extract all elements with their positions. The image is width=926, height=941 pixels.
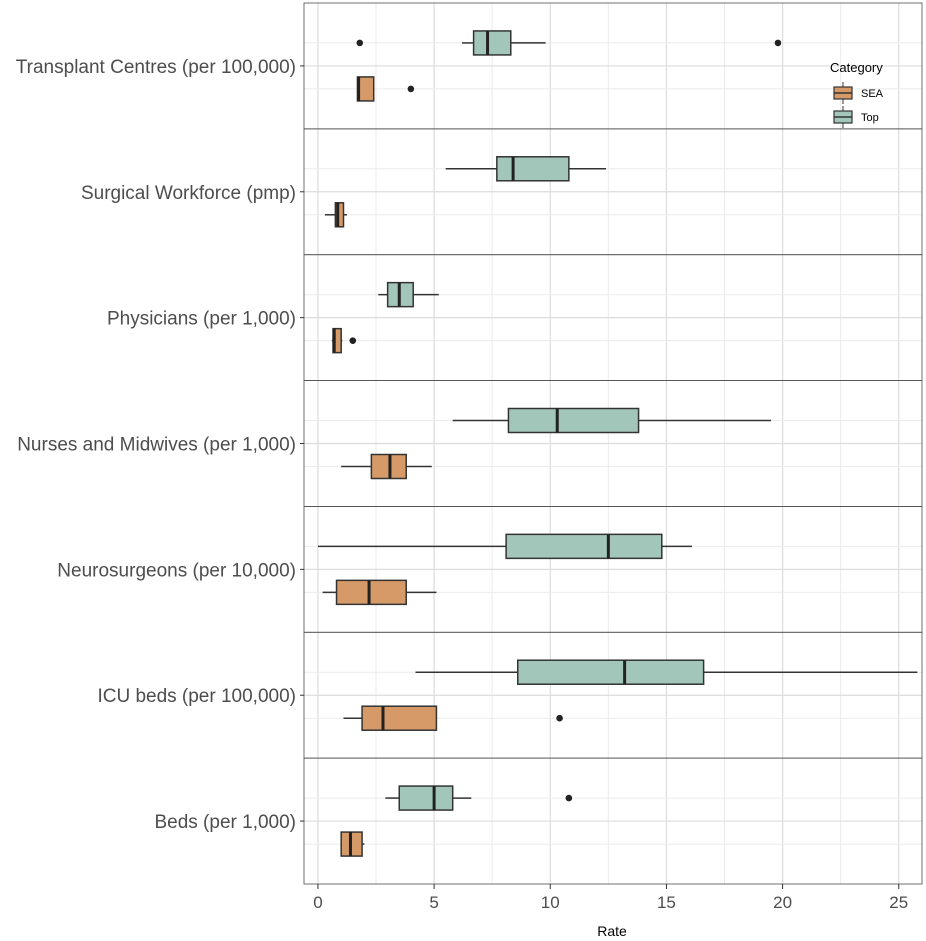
box-iqr <box>335 579 407 606</box>
facet-label-beds-per-1-000: Beds (per 1,000) <box>154 812 296 833</box>
facet-label-neurosurgeons-per-10-000: Neurosurgeons (per 10,000) <box>57 560 296 581</box>
box-iqr <box>334 202 345 228</box>
legend-title: Category <box>830 60 883 75</box>
facet-label-surgical-workforce-pmp: Surgical Workforce (pmp) <box>81 183 296 204</box>
box-sea-neurosurgeons-per-10-000 <box>322 579 437 606</box>
outlier-point <box>407 85 415 93</box>
outlier-point <box>774 39 782 47</box>
box-top-beds-per-1-000 <box>385 785 573 811</box>
box-sea-icu-beds-per-100-000 <box>343 705 563 731</box>
box-sea-beds-per-1-000 <box>340 831 365 857</box>
box-iqr <box>361 705 438 731</box>
x-tick-label: 20 <box>773 893 792 912</box>
legend-label-top: Top <box>861 112 879 124</box>
box-top-neurosurgeons-per-10-000 <box>317 533 692 560</box>
x-tick-label: 5 <box>429 893 438 912</box>
box-sea-nurses-and-midwives-per-1-000 <box>341 453 432 480</box>
outlier-point <box>349 337 357 344</box>
x-tick-label: 15 <box>657 893 676 912</box>
box-iqr <box>516 659 705 685</box>
box-iqr <box>507 407 640 434</box>
box-top-nurses-and-midwives-per-1-000 <box>452 407 771 434</box>
box-iqr <box>505 533 663 560</box>
box-sea-surgical-workforce-pmp <box>324 202 347 228</box>
box-layer <box>317 30 918 857</box>
legend-entry-sea: SEA <box>833 82 884 104</box>
box-iqr <box>472 30 512 56</box>
outlier-point <box>556 714 563 722</box>
legend: Category SEA Top <box>830 60 884 128</box>
box-iqr <box>496 156 570 182</box>
legend-entry-top: Top <box>833 106 879 128</box>
box-iqr <box>398 785 454 811</box>
x-axis: 0 5 10 15 20 25 <box>313 884 908 912</box>
facet-label-transplant-centres-per-100-000: Transplant Centres (per 100,000) <box>16 57 296 78</box>
grid-layer <box>304 3 922 884</box>
box-sea-physicians-per-1-000 <box>331 327 357 354</box>
x-tick-label: 25 <box>889 893 908 912</box>
outlier-point <box>356 39 364 47</box>
x-axis-title: Rate <box>597 923 627 939</box>
box-top-transplant-centres-per-100-000 <box>356 30 782 56</box>
facet-label-nurses-and-midwives-per-1-000: Nurses and Midwives (per 1,000) <box>17 435 296 456</box>
outlier-point <box>565 794 573 802</box>
box-top-icu-beds-per-100-000 <box>415 659 918 685</box>
x-tick-label: 0 <box>313 893 322 912</box>
legend-label-sea: SEA <box>861 88 884 100</box>
facet-label-icu-beds-per-100-000: ICU beds (per 100,000) <box>97 686 296 707</box>
x-tick-label: 10 <box>541 893 560 912</box>
box-top-physicians-per-1-000 <box>378 281 439 308</box>
facet-layer: Transplant Centres (per 100,000) Surgical… <box>16 2 923 885</box>
box-sea-transplant-centres-per-100-000 <box>356 76 415 102</box>
legend-entries: SEA Top <box>833 82 884 128</box>
box-top-surgical-workforce-pmp <box>445 156 607 182</box>
facet-label-physicians-per-1-000: Physicians (per 1,000) <box>107 309 296 330</box>
